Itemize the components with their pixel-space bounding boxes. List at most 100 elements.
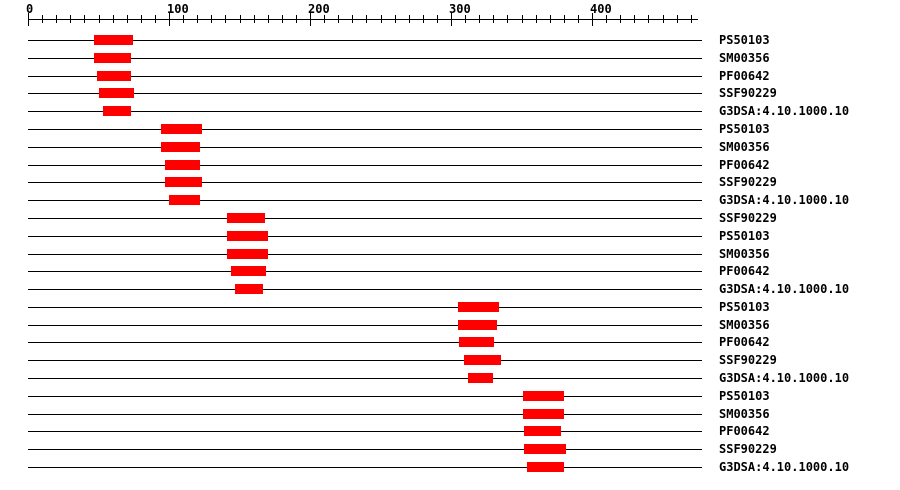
signature-label[interactable]: SSF90229: [719, 86, 777, 100]
sequence-line: [28, 396, 702, 397]
signature-label[interactable]: PF00642: [719, 158, 770, 172]
ruler-major-tick: [169, 13, 170, 26]
domain-match-bar[interactable]: [97, 71, 131, 81]
ruler-tick-label: 100: [167, 2, 189, 16]
domain-match-bar[interactable]: [231, 266, 266, 276]
ruler-minor-tick: [507, 15, 508, 23]
sequence-line: [28, 129, 702, 130]
signature-label[interactable]: PF00642: [719, 335, 770, 349]
ruler-minor-tick: [620, 15, 621, 23]
signature-label[interactable]: G3DSA:4.10.1000.10: [719, 282, 850, 296]
ruler-major-tick: [310, 13, 311, 26]
signature-label[interactable]: PS50103: [719, 389, 770, 403]
domain-match-bar[interactable]: [527, 462, 564, 472]
ruler-minor-tick: [141, 15, 142, 23]
signature-label[interactable]: SSF90229: [719, 442, 777, 456]
ruler-minor-tick: [240, 15, 241, 23]
ruler-minor-tick: [352, 15, 353, 23]
signature-label[interactable]: SSF90229: [719, 175, 777, 189]
signature-label[interactable]: SM00356: [719, 140, 770, 154]
ruler-major-tick: [592, 13, 593, 26]
signature-label[interactable]: PF00642: [719, 264, 770, 278]
signature-label[interactable]: G3DSA:4.10.1000.10: [719, 460, 850, 474]
domain-match-bar[interactable]: [169, 195, 200, 205]
signature-label[interactable]: SSF90229: [719, 353, 777, 367]
ruler-minor-tick: [268, 15, 269, 23]
signature-label[interactable]: G3DSA:4.10.1000.10: [719, 193, 850, 207]
signature-label[interactable]: PF00642: [719, 424, 770, 438]
sequence-line: [28, 414, 702, 415]
domain-match-bar[interactable]: [459, 337, 494, 347]
domain-match-bar[interactable]: [227, 249, 268, 259]
domain-match-bar[interactable]: [99, 88, 134, 98]
sequence-line: [28, 40, 702, 41]
signature-label[interactable]: PS50103: [719, 300, 770, 314]
signature-label[interactable]: SM00356: [719, 407, 770, 421]
domain-match-bar[interactable]: [464, 355, 501, 365]
ruler-minor-tick: [324, 15, 325, 23]
ruler-minor-tick: [663, 15, 664, 23]
domain-match-bar[interactable]: [161, 142, 200, 152]
domain-match-bar[interactable]: [235, 284, 263, 294]
sequence-line: [28, 111, 702, 112]
domain-match-bar[interactable]: [468, 373, 493, 383]
signature-label[interactable]: PS50103: [719, 33, 770, 47]
signature-label[interactable]: G3DSA:4.10.1000.10: [719, 371, 850, 385]
domain-match-bar[interactable]: [523, 391, 564, 401]
domain-match-bar[interactable]: [103, 106, 131, 116]
ruler-minor-tick: [127, 15, 128, 23]
ruler-minor-tick: [648, 15, 649, 23]
signature-label[interactable]: SM00356: [719, 51, 770, 65]
domain-match-bar[interactable]: [523, 409, 564, 419]
signature-label[interactable]: SM00356: [719, 247, 770, 261]
ruler-tick-label: 200: [308, 2, 330, 16]
ruler-minor-tick: [423, 15, 424, 23]
ruler-tick-label: 400: [590, 2, 612, 16]
domain-match-bar[interactable]: [161, 124, 202, 134]
signature-label[interactable]: PS50103: [719, 229, 770, 243]
ruler-minor-tick: [564, 15, 565, 23]
ruler-minor-tick: [296, 15, 297, 23]
ruler-minor-tick: [465, 15, 466, 23]
domain-match-bar[interactable]: [458, 320, 497, 330]
ruler-minor-tick: [225, 15, 226, 23]
ruler-minor-tick: [550, 15, 551, 23]
sequence-line: [28, 58, 702, 59]
domain-match-bar[interactable]: [524, 426, 561, 436]
domain-match-bar[interactable]: [227, 213, 265, 223]
ruler-minor-tick: [409, 15, 410, 23]
ruler-minor-tick: [99, 15, 100, 23]
domain-match-bar[interactable]: [165, 177, 202, 187]
sequence-line: [28, 218, 702, 219]
ruler-minor-tick: [691, 15, 692, 23]
sequence-line: [28, 147, 702, 148]
sequence-line: [28, 467, 702, 468]
signature-label[interactable]: PF00642: [719, 69, 770, 83]
signature-label[interactable]: SSF90229: [719, 211, 777, 225]
ruler-minor-tick: [493, 15, 494, 23]
ruler-minor-tick: [282, 15, 283, 23]
ruler-minor-tick: [536, 15, 537, 23]
domain-match-bar[interactable]: [227, 231, 268, 241]
ruler-tick-label: 300: [449, 2, 471, 16]
domain-match-bar[interactable]: [94, 35, 133, 45]
signature-label[interactable]: PS50103: [719, 122, 770, 136]
sequence-line: [28, 254, 702, 255]
domain-match-bar[interactable]: [458, 302, 499, 312]
ruler-minor-tick: [366, 15, 367, 23]
domain-match-bar[interactable]: [165, 160, 200, 170]
ruler-minor-tick: [338, 15, 339, 23]
ruler-minor-tick: [211, 15, 212, 23]
ruler-minor-tick: [578, 15, 579, 23]
sequence-line: [28, 236, 702, 237]
signature-label[interactable]: SM00356: [719, 318, 770, 332]
ruler-minor-tick: [155, 15, 156, 23]
sequence-line: [28, 325, 702, 326]
ruler-minor-tick: [42, 15, 43, 23]
ruler-minor-tick: [677, 15, 678, 23]
signature-label[interactable]: G3DSA:4.10.1000.10: [719, 104, 850, 118]
domain-match-bar[interactable]: [94, 53, 131, 63]
ruler-minor-tick: [395, 15, 396, 23]
domain-match-bar[interactable]: [524, 444, 566, 454]
sequence-line: [28, 76, 702, 77]
